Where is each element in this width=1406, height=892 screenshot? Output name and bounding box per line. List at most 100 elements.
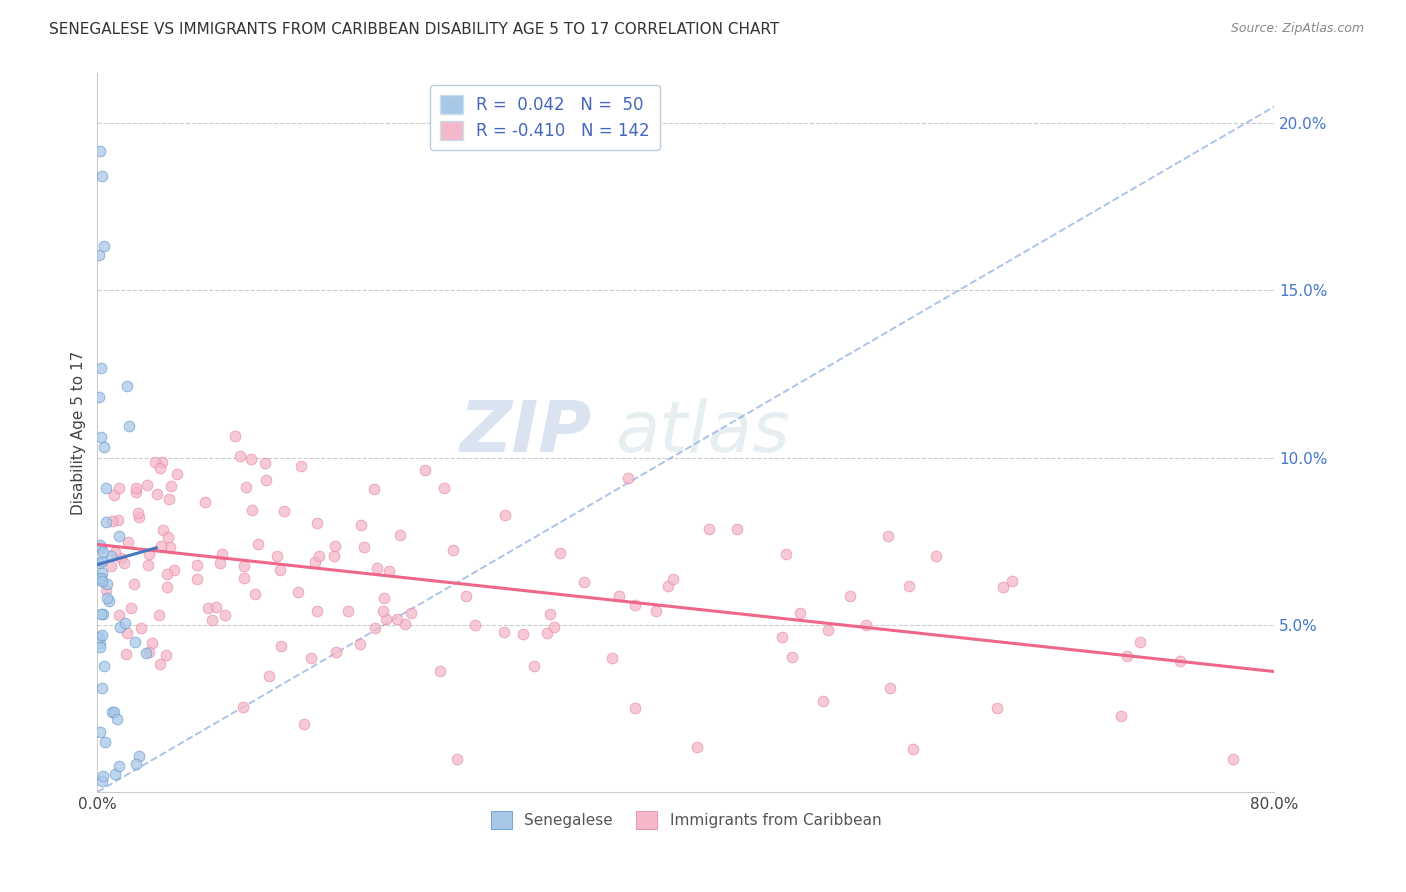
Point: [325, 644, 347, 658]
Point: [148, 608, 170, 623]
Point: [270, 639, 292, 653]
Point: [523, 659, 546, 673]
Point: [110, 620, 132, 634]
Point: [214, 608, 236, 623]
Point: [90, 430, 112, 444]
Point: [775, 547, 797, 561]
Point: [90, 573, 112, 587]
Point: [239, 451, 262, 466]
Point: [103, 487, 125, 501]
Point: [1116, 649, 1139, 664]
Point: [986, 701, 1008, 715]
Point: [89, 724, 111, 739]
Point: [90, 360, 112, 375]
Point: [156, 580, 179, 594]
Point: [87, 247, 110, 261]
Point: [114, 616, 136, 631]
Text: Source: ZipAtlas.com: Source: ZipAtlas.com: [1230, 22, 1364, 36]
Point: [112, 556, 135, 570]
Point: [128, 749, 150, 764]
Point: [124, 756, 146, 771]
Point: [108, 481, 131, 495]
Point: [817, 623, 839, 637]
Point: [159, 540, 181, 554]
Point: [602, 650, 624, 665]
Point: [307, 516, 329, 530]
Point: [657, 579, 679, 593]
Point: [159, 479, 181, 493]
Point: [446, 751, 468, 765]
Point: [157, 491, 180, 506]
Point: [91, 566, 114, 581]
Point: [538, 607, 561, 621]
Point: [100, 549, 122, 563]
Point: [117, 626, 139, 640]
Point: [114, 647, 136, 661]
Point: [149, 657, 172, 672]
Point: [122, 577, 145, 591]
Point: [108, 529, 131, 543]
Point: [145, 455, 167, 469]
Point: [374, 612, 396, 626]
Point: [839, 590, 862, 604]
Point: [94, 582, 117, 597]
Point: [91, 681, 114, 695]
Legend: Senegalese, Immigrants from Caribbean: Senegalese, Immigrants from Caribbean: [485, 805, 887, 835]
Point: [117, 419, 139, 434]
Point: [87, 390, 110, 404]
Point: [89, 630, 111, 644]
Point: [624, 598, 647, 612]
Point: [125, 481, 148, 495]
Point: [98, 594, 121, 608]
Text: ZIP: ZIP: [460, 398, 592, 467]
Point: [89, 556, 111, 570]
Point: [770, 630, 793, 644]
Point: [350, 518, 373, 533]
Point: [429, 664, 451, 678]
Point: [229, 449, 252, 463]
Point: [155, 567, 177, 582]
Point: [138, 547, 160, 561]
Point: [363, 621, 385, 635]
Point: [93, 545, 115, 559]
Point: [323, 539, 346, 553]
Point: [543, 620, 565, 634]
Point: [991, 580, 1014, 594]
Point: [129, 621, 152, 635]
Point: [373, 604, 395, 618]
Point: [136, 478, 159, 492]
Point: [876, 529, 898, 543]
Point: [186, 558, 208, 572]
Point: [308, 549, 330, 563]
Point: [91, 607, 114, 621]
Point: [90, 541, 112, 555]
Point: [90, 607, 112, 621]
Point: [108, 607, 131, 622]
Point: [494, 508, 516, 523]
Point: [125, 485, 148, 500]
Point: [662, 573, 685, 587]
Point: [307, 604, 329, 618]
Point: [93, 239, 115, 253]
Point: [353, 540, 375, 554]
Point: [103, 705, 125, 719]
Point: [811, 694, 834, 708]
Point: [90, 628, 112, 642]
Point: [201, 613, 224, 627]
Point: [879, 681, 901, 696]
Point: [124, 635, 146, 649]
Point: [208, 556, 231, 570]
Point: [287, 585, 309, 599]
Point: [292, 717, 315, 731]
Point: [152, 455, 174, 469]
Point: [107, 759, 129, 773]
Point: [135, 646, 157, 660]
Point: [232, 700, 254, 714]
Point: [89, 571, 111, 585]
Point: [197, 600, 219, 615]
Point: [157, 530, 180, 544]
Point: [89, 144, 111, 158]
Point: [686, 739, 709, 754]
Point: [243, 587, 266, 601]
Point: [120, 601, 142, 615]
